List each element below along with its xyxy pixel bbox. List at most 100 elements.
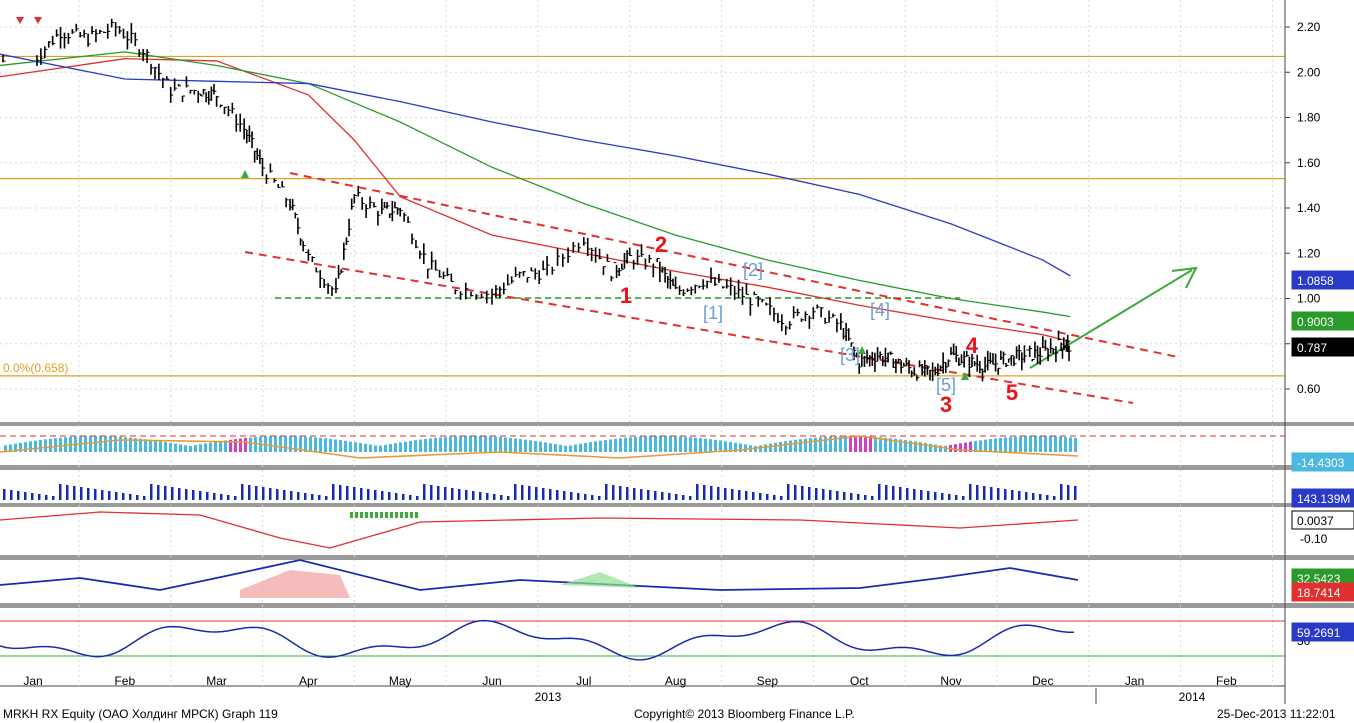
histogram-bar bbox=[744, 444, 747, 452]
moving-average-line bbox=[0, 53, 1071, 277]
histogram-bar bbox=[634, 436, 637, 452]
histogram-bar bbox=[974, 440, 977, 452]
volume-bar bbox=[780, 496, 783, 500]
histogram-bar bbox=[304, 436, 307, 452]
histogram-bar bbox=[14, 443, 17, 452]
footer-timestamp: 25-Dec-2013 11:22:01 bbox=[1217, 707, 1336, 721]
volume-bar bbox=[815, 488, 818, 500]
volume-bar bbox=[521, 485, 524, 500]
volume-bar bbox=[164, 486, 167, 500]
volume-bar bbox=[808, 487, 811, 500]
volume-bar bbox=[31, 493, 34, 500]
histogram-bar bbox=[679, 436, 682, 452]
wave-label-red: 1 bbox=[620, 283, 632, 308]
oscillator-tick: -0.10 bbox=[1300, 532, 1328, 546]
volume-bar bbox=[556, 490, 559, 500]
histogram-bar bbox=[579, 443, 582, 452]
histogram-bar bbox=[884, 437, 887, 452]
volume-bar bbox=[59, 484, 62, 500]
badge-rsi-bg bbox=[1291, 622, 1354, 642]
histogram-bar bbox=[1069, 437, 1072, 452]
volume-bar bbox=[388, 492, 391, 500]
histogram-bar bbox=[574, 444, 577, 452]
histogram-bar bbox=[729, 441, 732, 452]
oscillator-bar bbox=[390, 512, 393, 518]
x-month-label: May bbox=[389, 674, 412, 688]
histogram-bar bbox=[414, 440, 417, 452]
histogram-bar bbox=[104, 436, 107, 452]
histogram-bar bbox=[614, 438, 617, 452]
volume-bar bbox=[1011, 490, 1014, 500]
badge-histogram-bg bbox=[1291, 452, 1354, 472]
histogram-bar bbox=[289, 436, 292, 452]
volume-bar bbox=[248, 485, 251, 500]
volume-bar bbox=[801, 486, 804, 500]
dmi-area-red bbox=[240, 570, 350, 598]
x-month-label: Jan bbox=[23, 674, 42, 688]
histogram-bar bbox=[164, 442, 167, 452]
histogram-bar bbox=[619, 438, 622, 452]
histogram-bar bbox=[894, 438, 897, 452]
volume-bar bbox=[192, 490, 195, 500]
volume-bar bbox=[66, 485, 69, 500]
histogram-bar bbox=[824, 436, 827, 452]
indicator-panels: -0.1030 bbox=[0, 435, 1328, 661]
price-chart: 1 2 3 4 5 [1] [2] [3] [4] [5] 0.0%(0.658) -0.1030… bbox=[0, 0, 1354, 704]
histogram-bar bbox=[194, 445, 197, 452]
volume-bar bbox=[1053, 496, 1056, 500]
histogram-bar bbox=[459, 436, 462, 452]
histogram-bar bbox=[479, 436, 482, 452]
histogram-bar bbox=[144, 439, 147, 452]
histogram-bar bbox=[794, 439, 797, 452]
volume-bar bbox=[339, 485, 342, 500]
histogram-bar bbox=[474, 436, 477, 452]
histogram-bar bbox=[249, 437, 252, 452]
histogram-bar bbox=[554, 444, 557, 452]
histogram-bar bbox=[359, 443, 362, 452]
histogram-bar bbox=[454, 436, 457, 452]
histogram-bar bbox=[234, 439, 237, 452]
badge-oscillator-bg bbox=[1291, 510, 1354, 530]
histogram-bar bbox=[329, 438, 332, 452]
histogram-bar bbox=[639, 436, 642, 452]
volume-bar bbox=[73, 486, 76, 500]
histogram-bar bbox=[369, 444, 372, 452]
histogram-bar bbox=[584, 442, 587, 452]
oscillator-bar bbox=[360, 512, 363, 518]
volume-bar bbox=[773, 495, 776, 500]
dmi-area-green bbox=[560, 572, 640, 588]
oscillator-bar bbox=[370, 512, 373, 518]
volume-bar bbox=[528, 486, 531, 500]
volume-bar bbox=[262, 487, 265, 500]
histogram-bar bbox=[564, 445, 567, 452]
y-tick-label: 1.00 bbox=[1297, 292, 1321, 306]
volume-bar bbox=[899, 487, 902, 500]
volume-bar bbox=[500, 495, 503, 500]
buy-marker bbox=[858, 346, 866, 354]
badge-dmi-minus-bg bbox=[1291, 582, 1354, 602]
volume-bar bbox=[843, 492, 846, 500]
volume-bar bbox=[605, 484, 608, 500]
volume-bar bbox=[787, 484, 790, 500]
volume-bar bbox=[269, 488, 272, 500]
volume-bar bbox=[255, 486, 258, 500]
volume-bar bbox=[87, 488, 90, 500]
volume-bar bbox=[290, 491, 293, 500]
volume-bar bbox=[759, 493, 762, 500]
histogram-bar bbox=[524, 439, 527, 452]
wave-label-red: 5 bbox=[1006, 380, 1018, 405]
volume-bar bbox=[836, 491, 839, 500]
volume-bar bbox=[367, 489, 370, 500]
volume-bar bbox=[1074, 486, 1077, 500]
badge-oscillator: 0.0037 bbox=[1297, 514, 1334, 528]
volume-bar bbox=[829, 490, 832, 500]
histogram-bar bbox=[364, 443, 367, 452]
volume-bar bbox=[661, 492, 664, 500]
volume-bar bbox=[948, 494, 951, 500]
volume-bar bbox=[437, 486, 440, 500]
volume-bar bbox=[934, 492, 937, 500]
wave-label-red: 3 bbox=[940, 392, 952, 417]
histogram-bar bbox=[559, 444, 562, 452]
histogram-bar bbox=[154, 440, 157, 452]
histogram-bar bbox=[649, 436, 652, 452]
